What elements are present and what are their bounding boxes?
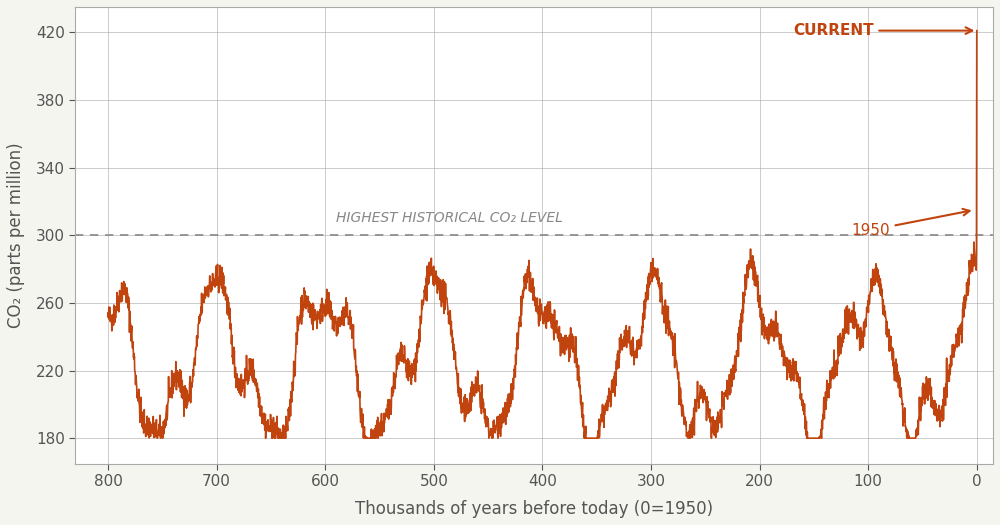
Y-axis label: CO₂ (parts per million): CO₂ (parts per million) — [7, 142, 25, 328]
X-axis label: Thousands of years before today (0=1950): Thousands of years before today (0=1950) — [355, 500, 713, 518]
Text: 1950: 1950 — [851, 209, 970, 238]
Text: HIGHEST HISTORICAL CO₂ LEVEL: HIGHEST HISTORICAL CO₂ LEVEL — [336, 211, 563, 225]
Text: CURRENT: CURRENT — [793, 23, 972, 38]
